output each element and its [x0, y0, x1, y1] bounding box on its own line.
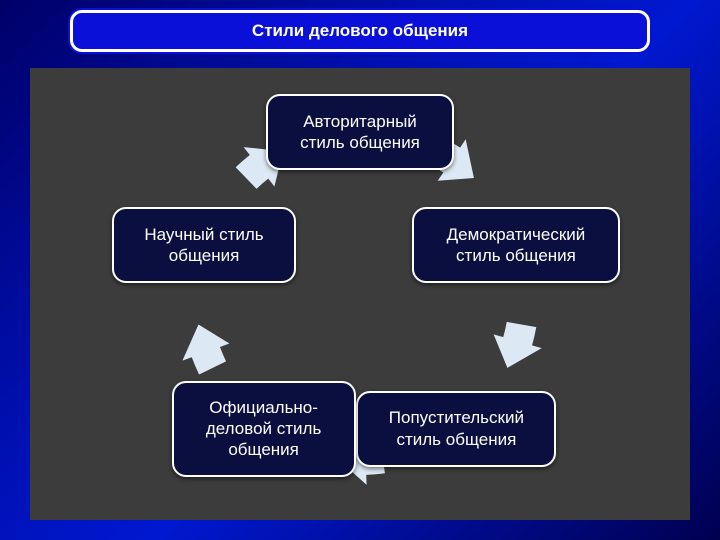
cycle-node-0: Авторитарный стиль общения	[266, 94, 454, 170]
cycle-node-4: Научный стиль общения	[112, 207, 296, 283]
title-banner: Стили делового общения	[70, 10, 650, 52]
cycle-arrow-3	[182, 324, 229, 374]
title-text: Стили делового общения	[252, 21, 468, 41]
cycle-node-1: Демократический стиль общения	[412, 207, 620, 283]
diagram-panel: Авторитарный стиль общения Демократически…	[30, 68, 690, 520]
cycle-node-3: Официально- деловой стиль общения	[172, 381, 356, 477]
cycle-node-2: Попустительский стиль общения	[356, 391, 556, 467]
cycle-arrow-1	[494, 322, 542, 368]
